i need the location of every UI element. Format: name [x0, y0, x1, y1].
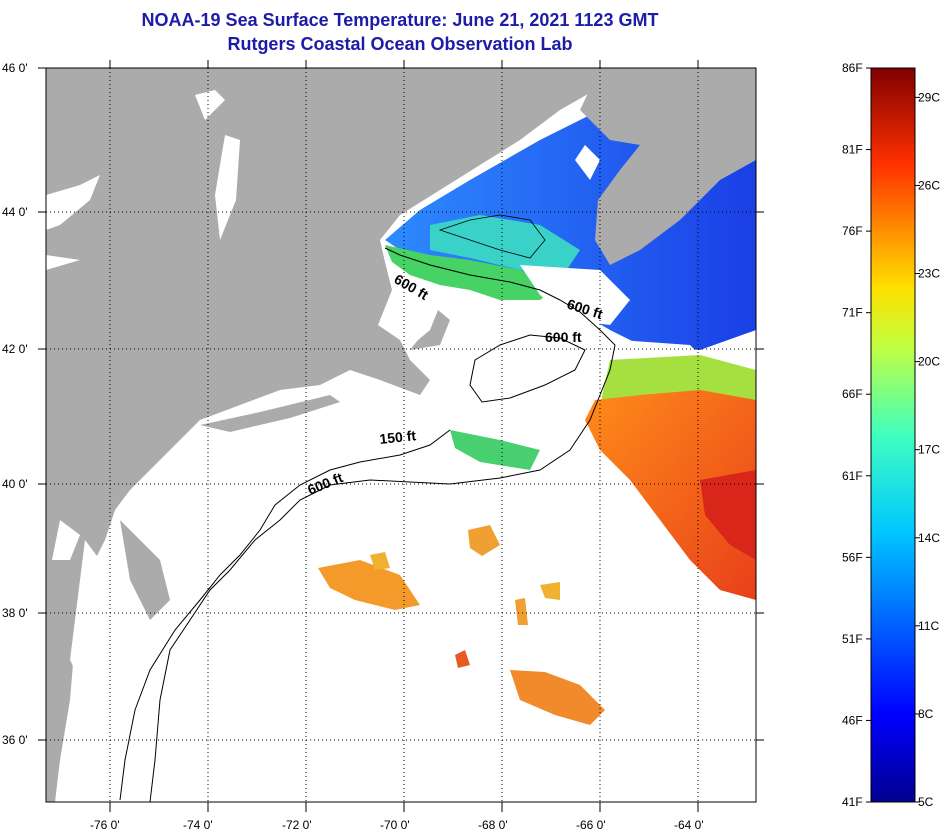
contour-gulf [438, 214, 546, 259]
sst-patch [540, 582, 560, 600]
sst-hot-region [700, 470, 756, 560]
lon-label: -66 0' [576, 818, 606, 832]
lake [215, 135, 240, 240]
sst-patch [370, 552, 390, 570]
lake [70, 540, 100, 680]
sst-warm-region [585, 390, 756, 600]
lon-label: -76 0' [90, 818, 120, 832]
lon-label: -74 0' [183, 818, 213, 832]
sst-patch [318, 560, 420, 610]
lake [46, 175, 100, 230]
map-title: NOAA-19 Sea Surface Temperature: June 21… [141, 10, 659, 30]
lon-label: -68 0' [478, 818, 508, 832]
lake [46, 255, 80, 270]
cloud-gap [620, 340, 700, 360]
land-nova-scotia [580, 68, 756, 265]
land-delmarva [120, 520, 170, 620]
lon-label: -64 0' [674, 818, 704, 832]
lake [195, 90, 225, 120]
lake [575, 145, 600, 180]
sst-green-region [385, 245, 560, 300]
land-long-island [200, 395, 340, 432]
sst-cyan-region [430, 215, 580, 280]
cloud-gap [520, 265, 630, 325]
lat-label: 36 0' [2, 733, 28, 747]
contour-600ft [149, 247, 616, 802]
lat-label: 44 0' [2, 205, 28, 219]
axis-ticks [38, 60, 764, 812]
lat-label: 42 0' [2, 342, 28, 356]
land-mainland [46, 68, 600, 802]
lon-label: -72 0' [282, 818, 312, 832]
contour-150ft [119, 429, 451, 801]
contour-label: 150 ft [379, 427, 417, 447]
sst-patch [515, 598, 528, 625]
lat-label: 40 0' [2, 477, 28, 491]
sst-green-band [450, 430, 540, 470]
lake [52, 520, 80, 560]
sst-patch [468, 525, 500, 556]
contour-label: 600 ft [545, 329, 582, 345]
land-cape-cod [410, 310, 450, 350]
contour-georges [469, 334, 586, 403]
sst-patch [510, 670, 605, 725]
map-frame [45, 67, 757, 803]
lon-label: -70 0' [380, 818, 410, 832]
lat-label: 38 0' [2, 606, 28, 620]
sst-yellow-green-region [600, 355, 756, 405]
sst-patch [455, 650, 470, 668]
lat-label: 46 0' [2, 61, 28, 75]
map-subtitle: Rutgers Coastal Ocean Observation Lab [227, 34, 573, 54]
